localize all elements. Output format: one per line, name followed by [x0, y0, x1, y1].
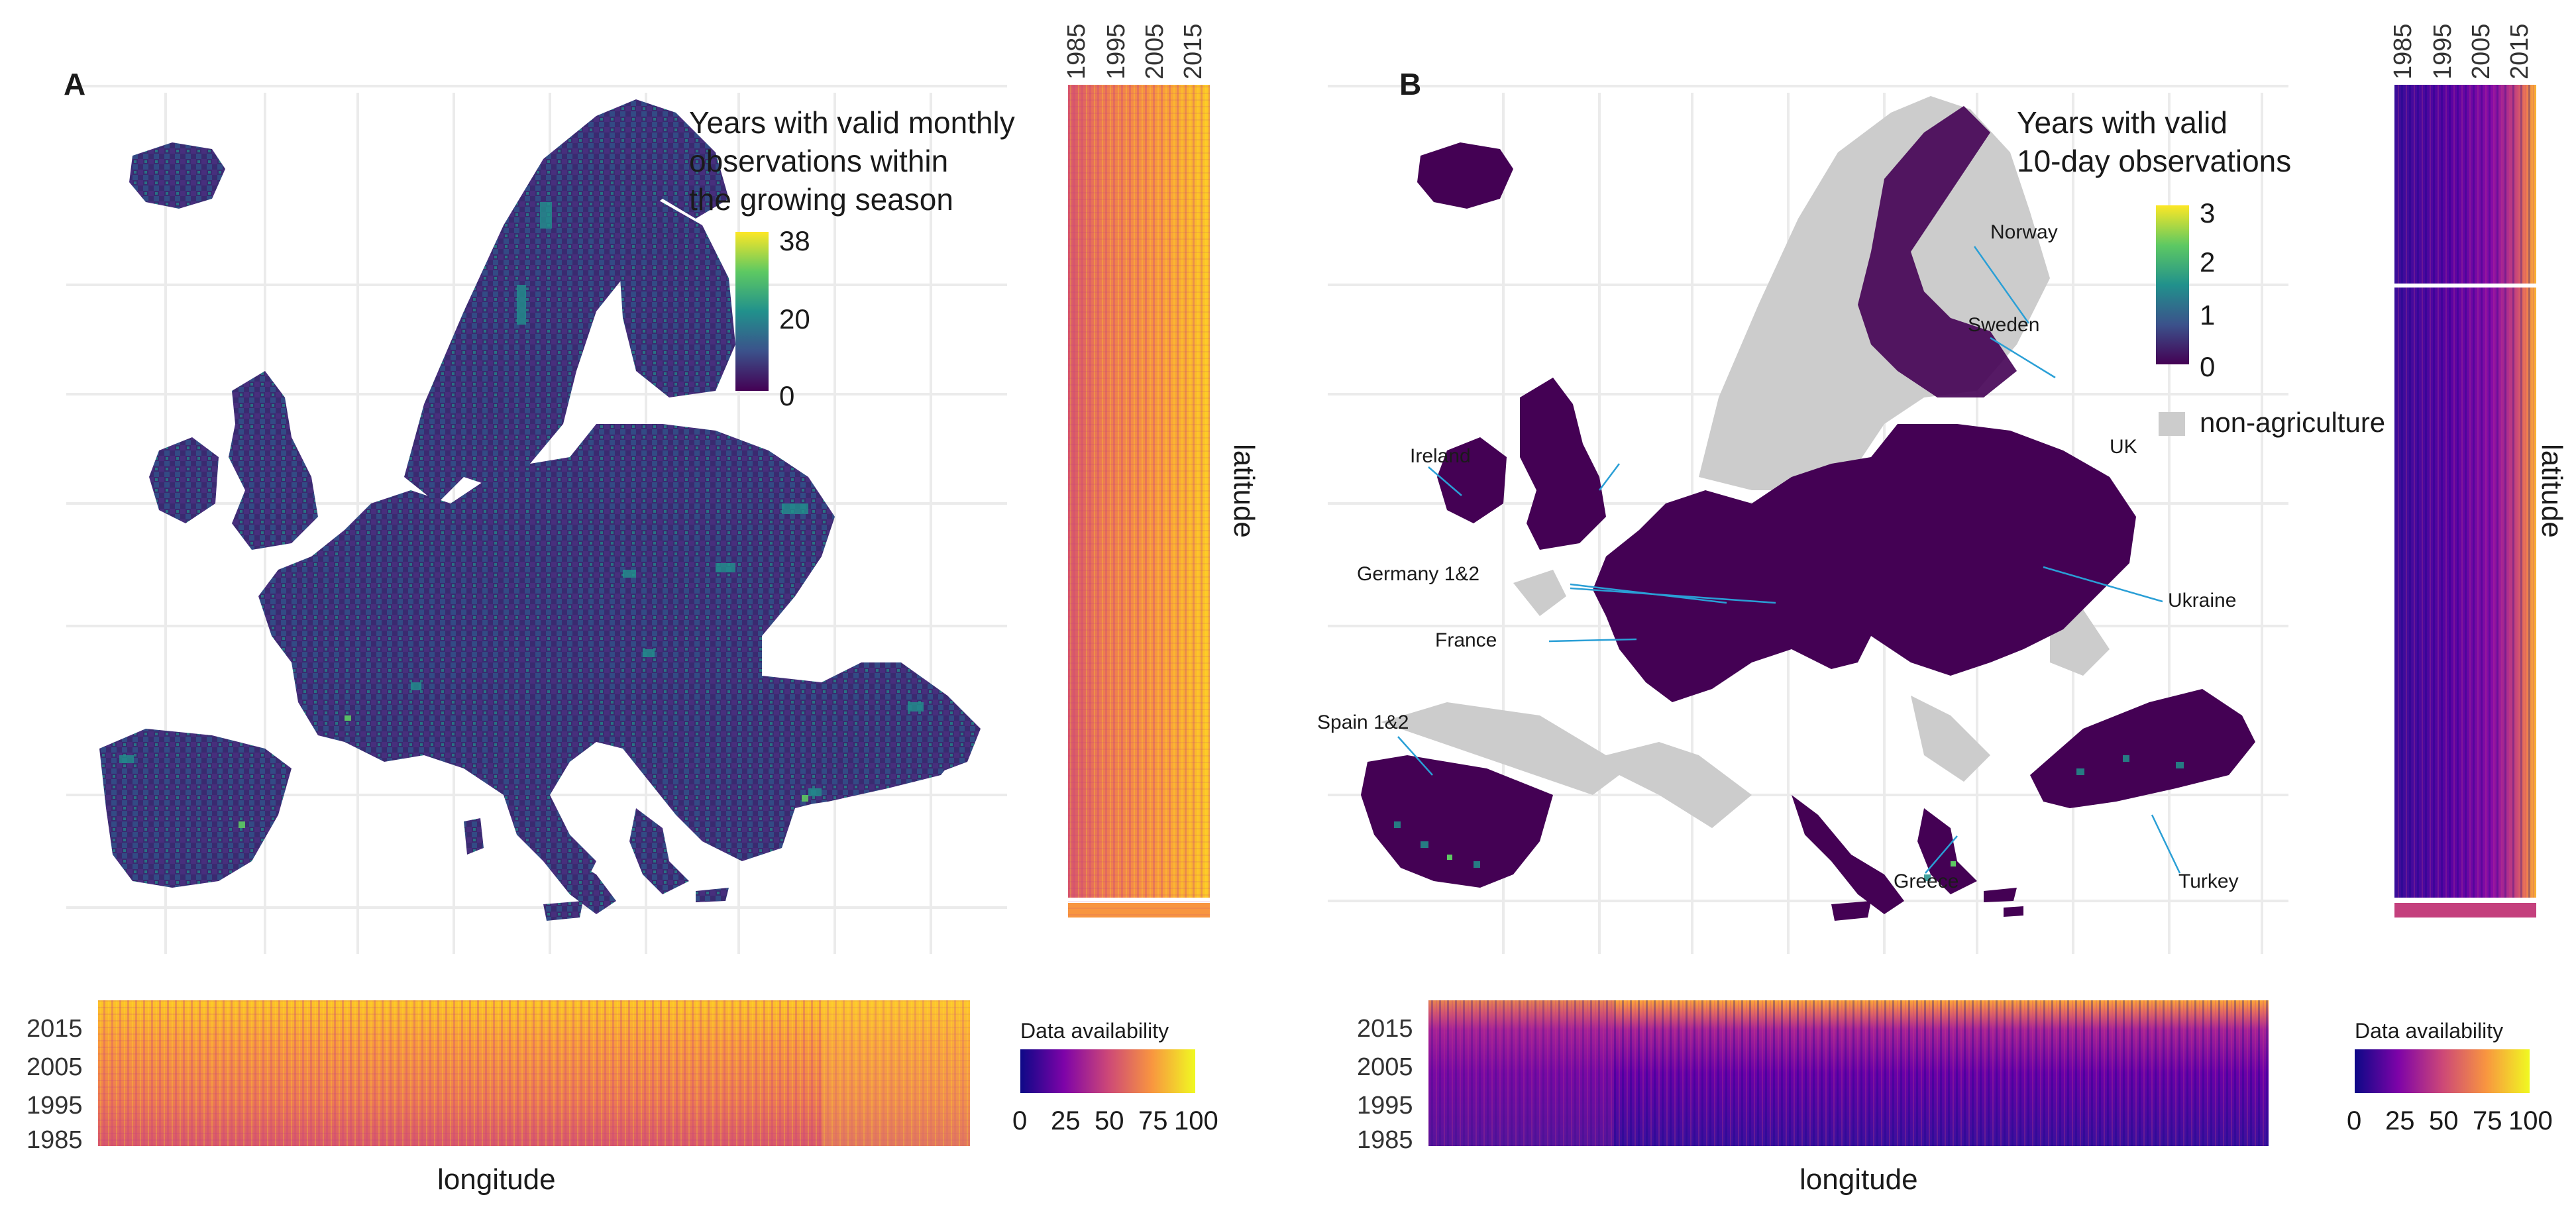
bottom-year-tick: 2005: [1357, 1053, 1413, 1081]
map-a-bright-spots: [239, 715, 808, 828]
label-turkey: Turkey: [2178, 870, 2239, 892]
label-ukraine: Ukraine: [2168, 590, 2237, 611]
colorbar-tick-mid: 20: [779, 303, 810, 335]
panel-a: A Years with valid monthly observations …: [27, 23, 1260, 1196]
da-tick: 75: [1138, 1106, 1168, 1135]
top-year-tick: 2005: [1141, 23, 1169, 79]
top-year-tick: 1995: [2429, 23, 2457, 79]
da-tick: 100: [1174, 1106, 1218, 1135]
map-b-highlights: [1394, 755, 2184, 881]
da-tick: 50: [1095, 1106, 1124, 1135]
bottom-year-tick: 1985: [1357, 1126, 1413, 1154]
bottom-year-tick: 2015: [1357, 1015, 1413, 1043]
da-tick: 75: [2473, 1106, 2502, 1135]
legend-title-line-1: Years with valid monthly: [689, 105, 1015, 140]
bottom-year-tick: 2015: [27, 1015, 83, 1043]
label-france: France: [1435, 629, 1497, 651]
da-tick: 0: [1012, 1106, 1028, 1135]
da-tick: 100: [2508, 1106, 2553, 1135]
panel-b: B Years with valid 10-day observations 3…: [1288, 0, 2576, 1207]
top-year-tick: 2015: [1179, 23, 1207, 79]
top-year-tick: 1995: [1102, 23, 1130, 79]
colorbar-tick: 2: [2200, 246, 2216, 278]
side-heatmap-a: [1068, 85, 1210, 918]
colorbar-years-a: [735, 232, 769, 391]
panel-letter-b: B: [1399, 67, 1422, 101]
legend-title-line-3: the growing season: [689, 182, 953, 217]
da-tick: 25: [1051, 1106, 1081, 1135]
panel-letter-a: A: [64, 67, 86, 101]
bottom-heatmap-a: [98, 1000, 970, 1146]
data-availability-title: Data availability: [2355, 1019, 2504, 1043]
label-spain: Spain 1&2: [1317, 711, 1409, 733]
data-availability-colorbar-a: [1020, 1049, 1195, 1093]
top-year-tick: 2005: [2467, 23, 2495, 79]
label-germany: Germany 1&2: [1357, 563, 1480, 585]
longitude-axis-label: longitude: [437, 1163, 556, 1196]
da-tick: 25: [2385, 1106, 2415, 1135]
longitude-axis-label: longitude: [1799, 1163, 1918, 1196]
data-availability-colorbar-b: [2355, 1049, 2530, 1093]
non-agriculture-label: non-agriculture: [2200, 407, 2386, 438]
label-sweden: Sweden: [1968, 314, 2040, 336]
bottom-heatmap-b: [1428, 1000, 2269, 1146]
data-availability-title: Data availability: [1020, 1019, 1169, 1043]
latitude-axis-label: latitude: [1228, 444, 1260, 538]
non-agriculture-key: [2159, 412, 2185, 436]
bottom-year-tick: 1995: [27, 1092, 83, 1120]
panel-b-graphics: [1328, 85, 2536, 1146]
colorbar-tick: 1: [2200, 299, 2216, 331]
bottom-year-tick: 2005: [27, 1053, 83, 1081]
map-b-bright-spots: [1447, 855, 1956, 866]
colorbar-years-b: [2156, 205, 2189, 364]
colorbar-tick: 0: [2200, 351, 2216, 382]
top-year-tick: 2015: [2506, 23, 2534, 79]
legend-title-line-2: 10-day observations: [2017, 144, 2292, 178]
bottom-year-tick: 1985: [27, 1126, 83, 1154]
legend-title-line-2: observations within: [689, 144, 949, 178]
side-heatmap-b: [2394, 85, 2536, 918]
legend-title-line-1: Years with valid: [2017, 105, 2227, 140]
colorbar-tick-max: 38: [779, 225, 810, 256]
bottom-year-tick: 1995: [1357, 1092, 1413, 1120]
europe-map-a: [99, 99, 981, 921]
colorbar-tick: 3: [2200, 197, 2216, 229]
latitude-axis-label: latitude: [2536, 444, 2568, 538]
top-year-tick: 1985: [2389, 23, 2417, 79]
country-leader-lines: [1397, 246, 2181, 874]
map-a-highlights: [119, 202, 924, 796]
top-year-tick: 1985: [1063, 23, 1091, 79]
panel-a-graphics: [66, 85, 1210, 1146]
europe-map-b: [1361, 106, 2255, 921]
colorbar-tick-min: 0: [779, 380, 795, 411]
da-tick: 50: [2429, 1106, 2459, 1135]
label-greece: Greece: [1894, 870, 1959, 892]
da-tick: 0: [2347, 1106, 2362, 1135]
label-uk: UK: [2110, 436, 2137, 458]
label-norway: Norway: [1990, 221, 2058, 243]
label-ireland: Ireland: [1410, 445, 1471, 467]
